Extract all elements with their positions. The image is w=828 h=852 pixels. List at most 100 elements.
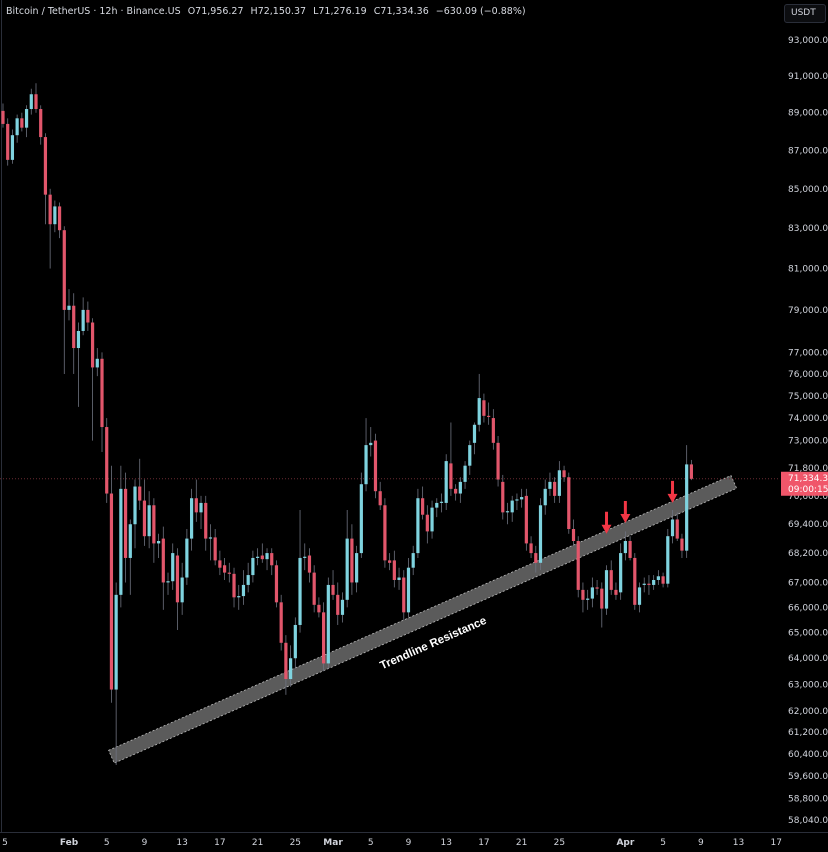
candle[interactable] <box>241 570 246 605</box>
candle[interactable] <box>307 548 312 583</box>
candle[interactable] <box>340 592 345 623</box>
candle[interactable] <box>458 477 462 503</box>
candle[interactable] <box>581 582 585 613</box>
candle[interactable] <box>43 133 48 225</box>
candle[interactable] <box>123 472 128 583</box>
candle[interactable] <box>142 479 147 546</box>
candle[interactable] <box>15 114 19 143</box>
candle[interactable] <box>656 570 660 585</box>
candle[interactable] <box>670 509 675 544</box>
candle[interactable] <box>350 524 354 595</box>
candle[interactable] <box>628 536 632 561</box>
candle[interactable] <box>600 582 604 628</box>
candle[interactable] <box>491 409 495 450</box>
candle[interactable] <box>411 545 415 576</box>
candle[interactable] <box>529 536 533 558</box>
candle[interactable] <box>614 582 618 600</box>
candle[interactable] <box>524 488 528 551</box>
candle[interactable] <box>397 567 401 590</box>
candle[interactable] <box>90 318 95 441</box>
candle[interactable] <box>251 550 255 583</box>
candle[interactable] <box>232 567 236 608</box>
candle[interactable] <box>425 505 429 544</box>
candle[interactable] <box>609 560 613 595</box>
candle[interactable] <box>553 477 557 503</box>
candle[interactable] <box>623 531 627 561</box>
candle[interactable] <box>571 519 576 546</box>
candle[interactable] <box>119 465 123 608</box>
candle[interactable] <box>166 572 170 595</box>
candle[interactable] <box>685 445 689 558</box>
candle[interactable] <box>567 472 571 534</box>
candle[interactable] <box>279 594 283 651</box>
candle[interactable] <box>454 484 458 501</box>
candle[interactable] <box>128 519 132 595</box>
candle[interactable] <box>180 562 184 615</box>
symbol-title[interactable]: Bitcoin / TetherUS · 12h · Binance.US <box>6 6 181 17</box>
candle[interactable] <box>109 465 114 703</box>
candle[interactable] <box>359 472 363 558</box>
candle[interactable] <box>642 577 646 593</box>
candle[interactable] <box>373 433 378 499</box>
candle[interactable] <box>322 602 326 672</box>
candle[interactable] <box>402 570 406 620</box>
candle[interactable] <box>439 493 444 513</box>
candle[interactable] <box>355 545 359 593</box>
candle[interactable] <box>501 474 505 520</box>
candle[interactable] <box>34 83 38 113</box>
candle[interactable] <box>114 582 118 766</box>
currency-button[interactable]: USDT <box>784 4 826 23</box>
candle[interactable] <box>590 577 594 608</box>
candle[interactable] <box>364 418 368 492</box>
candle[interactable] <box>505 502 510 525</box>
candle[interactable] <box>345 509 349 608</box>
candle[interactable] <box>133 479 137 549</box>
candle[interactable] <box>222 557 227 580</box>
candle[interactable] <box>689 459 693 481</box>
candle[interactable] <box>86 301 90 331</box>
candle[interactable] <box>152 498 156 563</box>
candle[interactable] <box>576 536 580 598</box>
candle[interactable] <box>619 543 623 600</box>
candle[interactable] <box>260 543 264 563</box>
candle[interactable] <box>637 582 642 613</box>
candle[interactable] <box>147 491 151 549</box>
candle[interactable] <box>406 557 411 618</box>
candle[interactable] <box>246 562 250 593</box>
candle[interactable] <box>633 553 637 610</box>
candle[interactable] <box>435 498 439 518</box>
candle[interactable] <box>369 427 373 457</box>
candle[interactable] <box>392 550 396 588</box>
candle[interactable] <box>39 105 43 145</box>
candle[interactable] <box>156 533 161 558</box>
candle[interactable] <box>57 202 62 239</box>
candle[interactable] <box>289 645 293 687</box>
candle[interactable] <box>175 548 180 631</box>
candle[interactable] <box>218 550 222 576</box>
candle[interactable] <box>510 495 514 522</box>
candle[interactable] <box>161 526 165 610</box>
candle[interactable] <box>487 402 491 425</box>
candle[interactable] <box>76 322 81 407</box>
candle[interactable] <box>520 488 524 508</box>
candle[interactable] <box>53 200 57 233</box>
candle[interactable] <box>6 118 10 166</box>
candle[interactable] <box>421 486 425 520</box>
candle[interactable] <box>62 226 66 374</box>
candle[interactable] <box>303 543 307 571</box>
candle[interactable] <box>1 103 5 128</box>
candle[interactable] <box>472 422 477 455</box>
candle[interactable] <box>256 548 260 566</box>
candle[interactable] <box>661 572 665 588</box>
candle[interactable] <box>444 454 448 510</box>
candle[interactable] <box>317 597 321 618</box>
candle[interactable] <box>477 373 481 432</box>
candle[interactable] <box>227 562 231 583</box>
candle[interactable] <box>534 545 538 573</box>
candle[interactable] <box>680 533 684 558</box>
candle[interactable] <box>496 436 500 487</box>
candle[interactable] <box>213 529 217 566</box>
candle[interactable] <box>595 579 599 595</box>
candle[interactable] <box>10 129 15 164</box>
